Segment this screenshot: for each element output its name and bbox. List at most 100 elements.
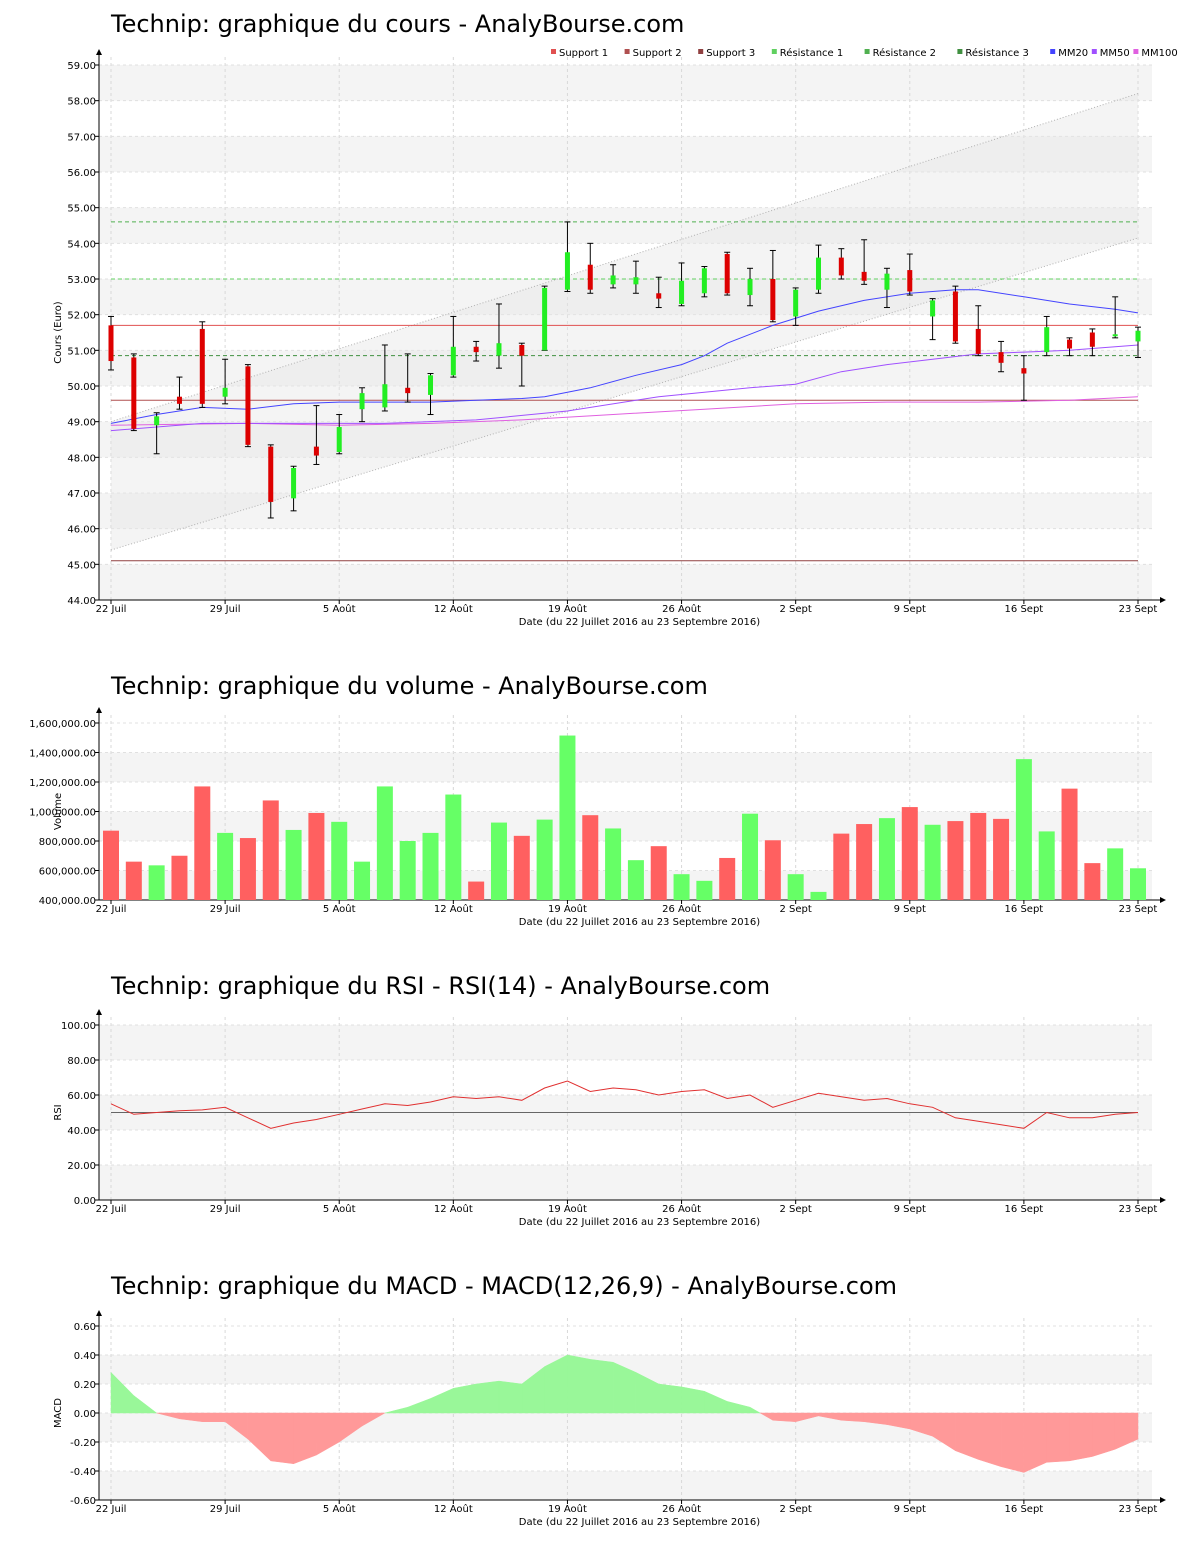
price-band: [99, 207, 1152, 244]
rsi-ytick-label: 60.00: [67, 1091, 96, 1102]
price-band: [99, 136, 1152, 172]
price-xtick-label: 2 Sept: [780, 604, 812, 615]
macd-area-segment: [316, 1412, 340, 1456]
macd-area-segment: [1046, 1412, 1070, 1463]
legend-label: Support 1: [559, 48, 608, 59]
price-ytick-label: 46.00: [67, 525, 96, 536]
macd-area-segment: [202, 1412, 226, 1422]
macd-xtick-label: 29 Juil: [210, 1504, 241, 1515]
price-band: [99, 279, 1152, 315]
volume-xtick-label: 12 Août: [434, 903, 473, 915]
candle-body: [564, 252, 570, 290]
volume-xtick-label: 16 Sept: [1005, 904, 1044, 915]
rsi-ytick-label: 80.00: [67, 1056, 96, 1067]
price-chart-title: Technip: graphique du cours - AnalyBours…: [111, 10, 685, 38]
macd-xtick-label: 12 Août: [434, 1503, 473, 1515]
macd-y-axis-title: MACD: [53, 1398, 64, 1428]
macd-area-segment: [590, 1359, 614, 1414]
macd-area-segment: [704, 1390, 728, 1414]
price-ytick-label: 49.00: [67, 418, 96, 429]
volume-bar: [445, 794, 462, 900]
macd-area-segment: [498, 1380, 523, 1414]
rsi-x-arrow: [1160, 1197, 1166, 1203]
macd-area-segment: [384, 1406, 408, 1414]
price-x-axis-title: Date (du 22 Juillet 2016 au 23 Septembre…: [519, 617, 760, 628]
candle-body: [496, 343, 502, 356]
candle-body: [154, 416, 160, 426]
volume-bar: [901, 807, 918, 900]
macd-chart-title: Technip: graphique du MACD - MACD(12,26,…: [111, 1272, 898, 1300]
price-ytick-label: 52.00: [67, 311, 96, 322]
rsi-panel: Technip: graphique du RSI - RSI(14) - An…: [0, 960, 1200, 1240]
macd-panel: Technip: graphique du MACD - MACD(12,26,…: [0, 1260, 1200, 1550]
candle-body: [930, 300, 936, 317]
volume-bar: [513, 835, 530, 900]
rsi-xtick-label: 19 Août: [548, 1203, 587, 1215]
volume-bar: [605, 828, 622, 900]
mm20-line: [110, 289, 1139, 424]
rsi-chart: 0.00 20.00 40.00 60.00 80.00 100.00 22 Juil 29 …: [53, 1009, 1166, 1228]
candle-body: [838, 257, 844, 276]
rsi-band: [99, 1025, 1152, 1060]
price-xtick-label: 23 Sept: [1119, 604, 1158, 615]
price-ytick-label: 48.00: [67, 453, 96, 464]
rsi-x-axis-title: Date (du 22 Juillet 2016 au 23 Septembre…: [519, 1217, 760, 1228]
volume-bar: [833, 833, 850, 900]
volume-bar: [810, 891, 827, 900]
volume-bar: [627, 860, 644, 900]
legend-swatch: [1091, 49, 1097, 54]
macd-ytick-label: 0.40: [74, 1351, 96, 1362]
macd-area-segment: [749, 1406, 762, 1414]
candle-body: [793, 289, 799, 317]
macd-xtick-label: 26 Août: [662, 1503, 701, 1515]
macd-area-segment: [361, 1412, 386, 1427]
macd-area-segment: [247, 1412, 272, 1462]
price-x-arrow: [1160, 597, 1166, 603]
candle-body: [998, 352, 1004, 363]
candle-body: [131, 357, 137, 429]
price-xtick-label: 12 Août: [434, 603, 473, 615]
macd-ytick-label: 0.60: [74, 1322, 96, 1333]
volume-xtick-label: 9 Sept: [894, 904, 926, 915]
volume-bar: [582, 815, 599, 900]
candle-body: [770, 279, 776, 321]
candle-body: [907, 270, 913, 292]
volume-bar: [673, 874, 690, 900]
macd-area-segment: [567, 1354, 591, 1414]
macd-area-segment: [955, 1412, 979, 1460]
macd-ytick-label: -0.60: [70, 1496, 96, 1507]
price-ytick-label: 58.00: [67, 97, 96, 108]
candle-body: [815, 257, 821, 290]
volume-bar: [764, 840, 781, 900]
rsi-line: [110, 1080, 1139, 1129]
candle-body: [1112, 334, 1118, 337]
candle-body: [382, 384, 388, 408]
volume-y-axis-title: Volume: [53, 793, 64, 830]
volume-ytick-label: 1,200,000.00: [29, 778, 96, 789]
legend-label: Résistance 2: [873, 47, 936, 59]
macd-ytick-label: -0.20: [70, 1438, 96, 1449]
rsi-xtick-label: 22 Juil: [96, 1204, 127, 1215]
legend-swatch: [957, 49, 963, 54]
volume-bar: [1107, 848, 1124, 900]
macd-area-segment: [977, 1412, 1002, 1467]
volume-bar: [217, 832, 234, 900]
rsi-ytick-label: 100.00: [61, 1021, 96, 1032]
candle-body: [359, 393, 365, 410]
volume-band: [99, 752, 1152, 782]
volume-bar: [993, 818, 1010, 900]
volume-y-arrow: [96, 707, 102, 713]
volume-bar: [103, 830, 119, 900]
candle-body: [428, 375, 434, 395]
macd-area-segment: [475, 1380, 500, 1414]
volume-bar: [536, 819, 553, 900]
legend-label: MM100: [1141, 48, 1177, 59]
macd-ytick-label: 0.00: [74, 1409, 96, 1420]
candle-body: [199, 328, 205, 404]
legend-label: MM50: [1100, 48, 1130, 59]
rsi-xtick-label: 23 Sept: [1119, 1204, 1158, 1215]
macd-ytick-label: 0.20: [74, 1380, 96, 1391]
price-y-axis-title: Cours (Euro): [53, 301, 64, 364]
volume-bar: [1015, 759, 1032, 900]
volume-ytick-label: 800,000.00: [39, 837, 96, 848]
